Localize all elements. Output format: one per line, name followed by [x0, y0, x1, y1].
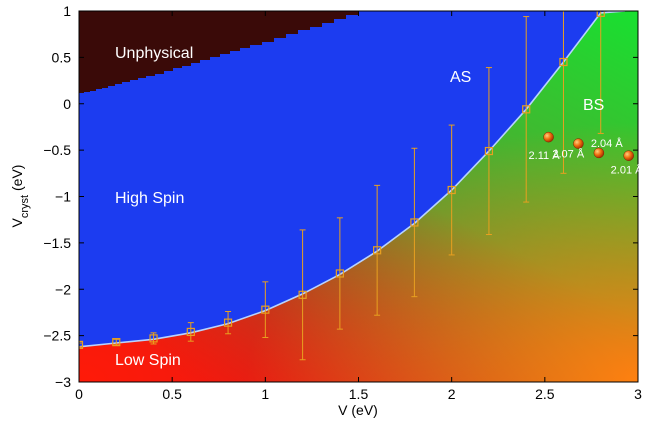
- unphysical-region: [79, 11, 358, 93]
- data-point: [186, 327, 195, 337]
- y-tick-label: 1: [63, 3, 71, 19]
- data-point: [410, 218, 419, 227]
- x-tick-label: 3: [634, 386, 642, 402]
- bond-length-label: 2.04 Å: [591, 137, 623, 150]
- label-as: AS: [450, 69, 471, 86]
- y-tick-label: −2: [55, 281, 71, 297]
- label-high-spin: High Spin: [115, 190, 184, 207]
- bond-length-label: 2.07 Å: [552, 148, 584, 161]
- error-bar: [560, 11, 567, 174]
- x-tick-label: 1.5: [349, 386, 369, 402]
- boundary-curve: [79, 11, 626, 348]
- error-bar: [79, 342, 82, 348]
- data-point: [335, 269, 344, 278]
- y-tick-label: −0.5: [43, 142, 71, 158]
- error-bar: [374, 184, 381, 316]
- y-tick-label: −2.5: [43, 328, 71, 344]
- y-axis-label-sub: cryst: [19, 195, 31, 218]
- y-tick-label: −3: [55, 374, 71, 390]
- data-point: [223, 318, 233, 327]
- error-bar: [336, 217, 343, 330]
- error-bar: [262, 281, 269, 338]
- y-tick-label: 0.5: [52, 49, 72, 65]
- error-bar: [225, 311, 232, 335]
- x-tick-label: 2.5: [535, 386, 555, 402]
- data-point: [112, 338, 121, 347]
- data-point: [522, 105, 531, 114]
- error-bar: [411, 147, 418, 298]
- bond-length-label: 2.11 Å: [529, 149, 561, 162]
- y-tick-label: 0: [63, 96, 71, 112]
- bond-length-point: [593, 147, 605, 159]
- data-point: [559, 57, 568, 67]
- y-axis-label: Vcryst (eV): [9, 165, 31, 228]
- data-point: [447, 185, 456, 195]
- data-point: [596, 11, 605, 17]
- x-axis-label: V (eV): [338, 402, 378, 418]
- x-tick-label: 0: [75, 386, 83, 402]
- error-bar: [299, 229, 306, 361]
- x-tick-label: 1: [261, 386, 269, 402]
- error-bar: [485, 67, 492, 236]
- y-tick-label: −1: [55, 189, 71, 205]
- y-tick-label: −1.5: [43, 235, 71, 251]
- bond-length-label: 2.01 Å: [611, 164, 643, 177]
- data-point: [298, 290, 307, 299]
- label-bs: BS: [583, 97, 604, 114]
- data-point: [149, 334, 158, 343]
- x-tick-label: 2: [448, 386, 456, 402]
- error-bar: [448, 124, 455, 256]
- data-point: [484, 146, 494, 156]
- bond-length-point: [543, 131, 554, 143]
- data-point: [261, 305, 270, 314]
- label-low-spin: Low Spin: [115, 352, 181, 369]
- x-tick-label: 0.5: [162, 386, 182, 402]
- error-bar: [187, 322, 194, 342]
- bond-length-point: [573, 138, 584, 149]
- data-point: [373, 246, 382, 255]
- error-bar: [597, 11, 604, 134]
- corner-shading: [79, 11, 638, 382]
- error-bar: [113, 338, 120, 346]
- data-point: [79, 340, 84, 349]
- bond-length-point: [623, 150, 634, 161]
- error-bar: [523, 16, 530, 203]
- label-unphysical: Unphysical: [115, 45, 193, 62]
